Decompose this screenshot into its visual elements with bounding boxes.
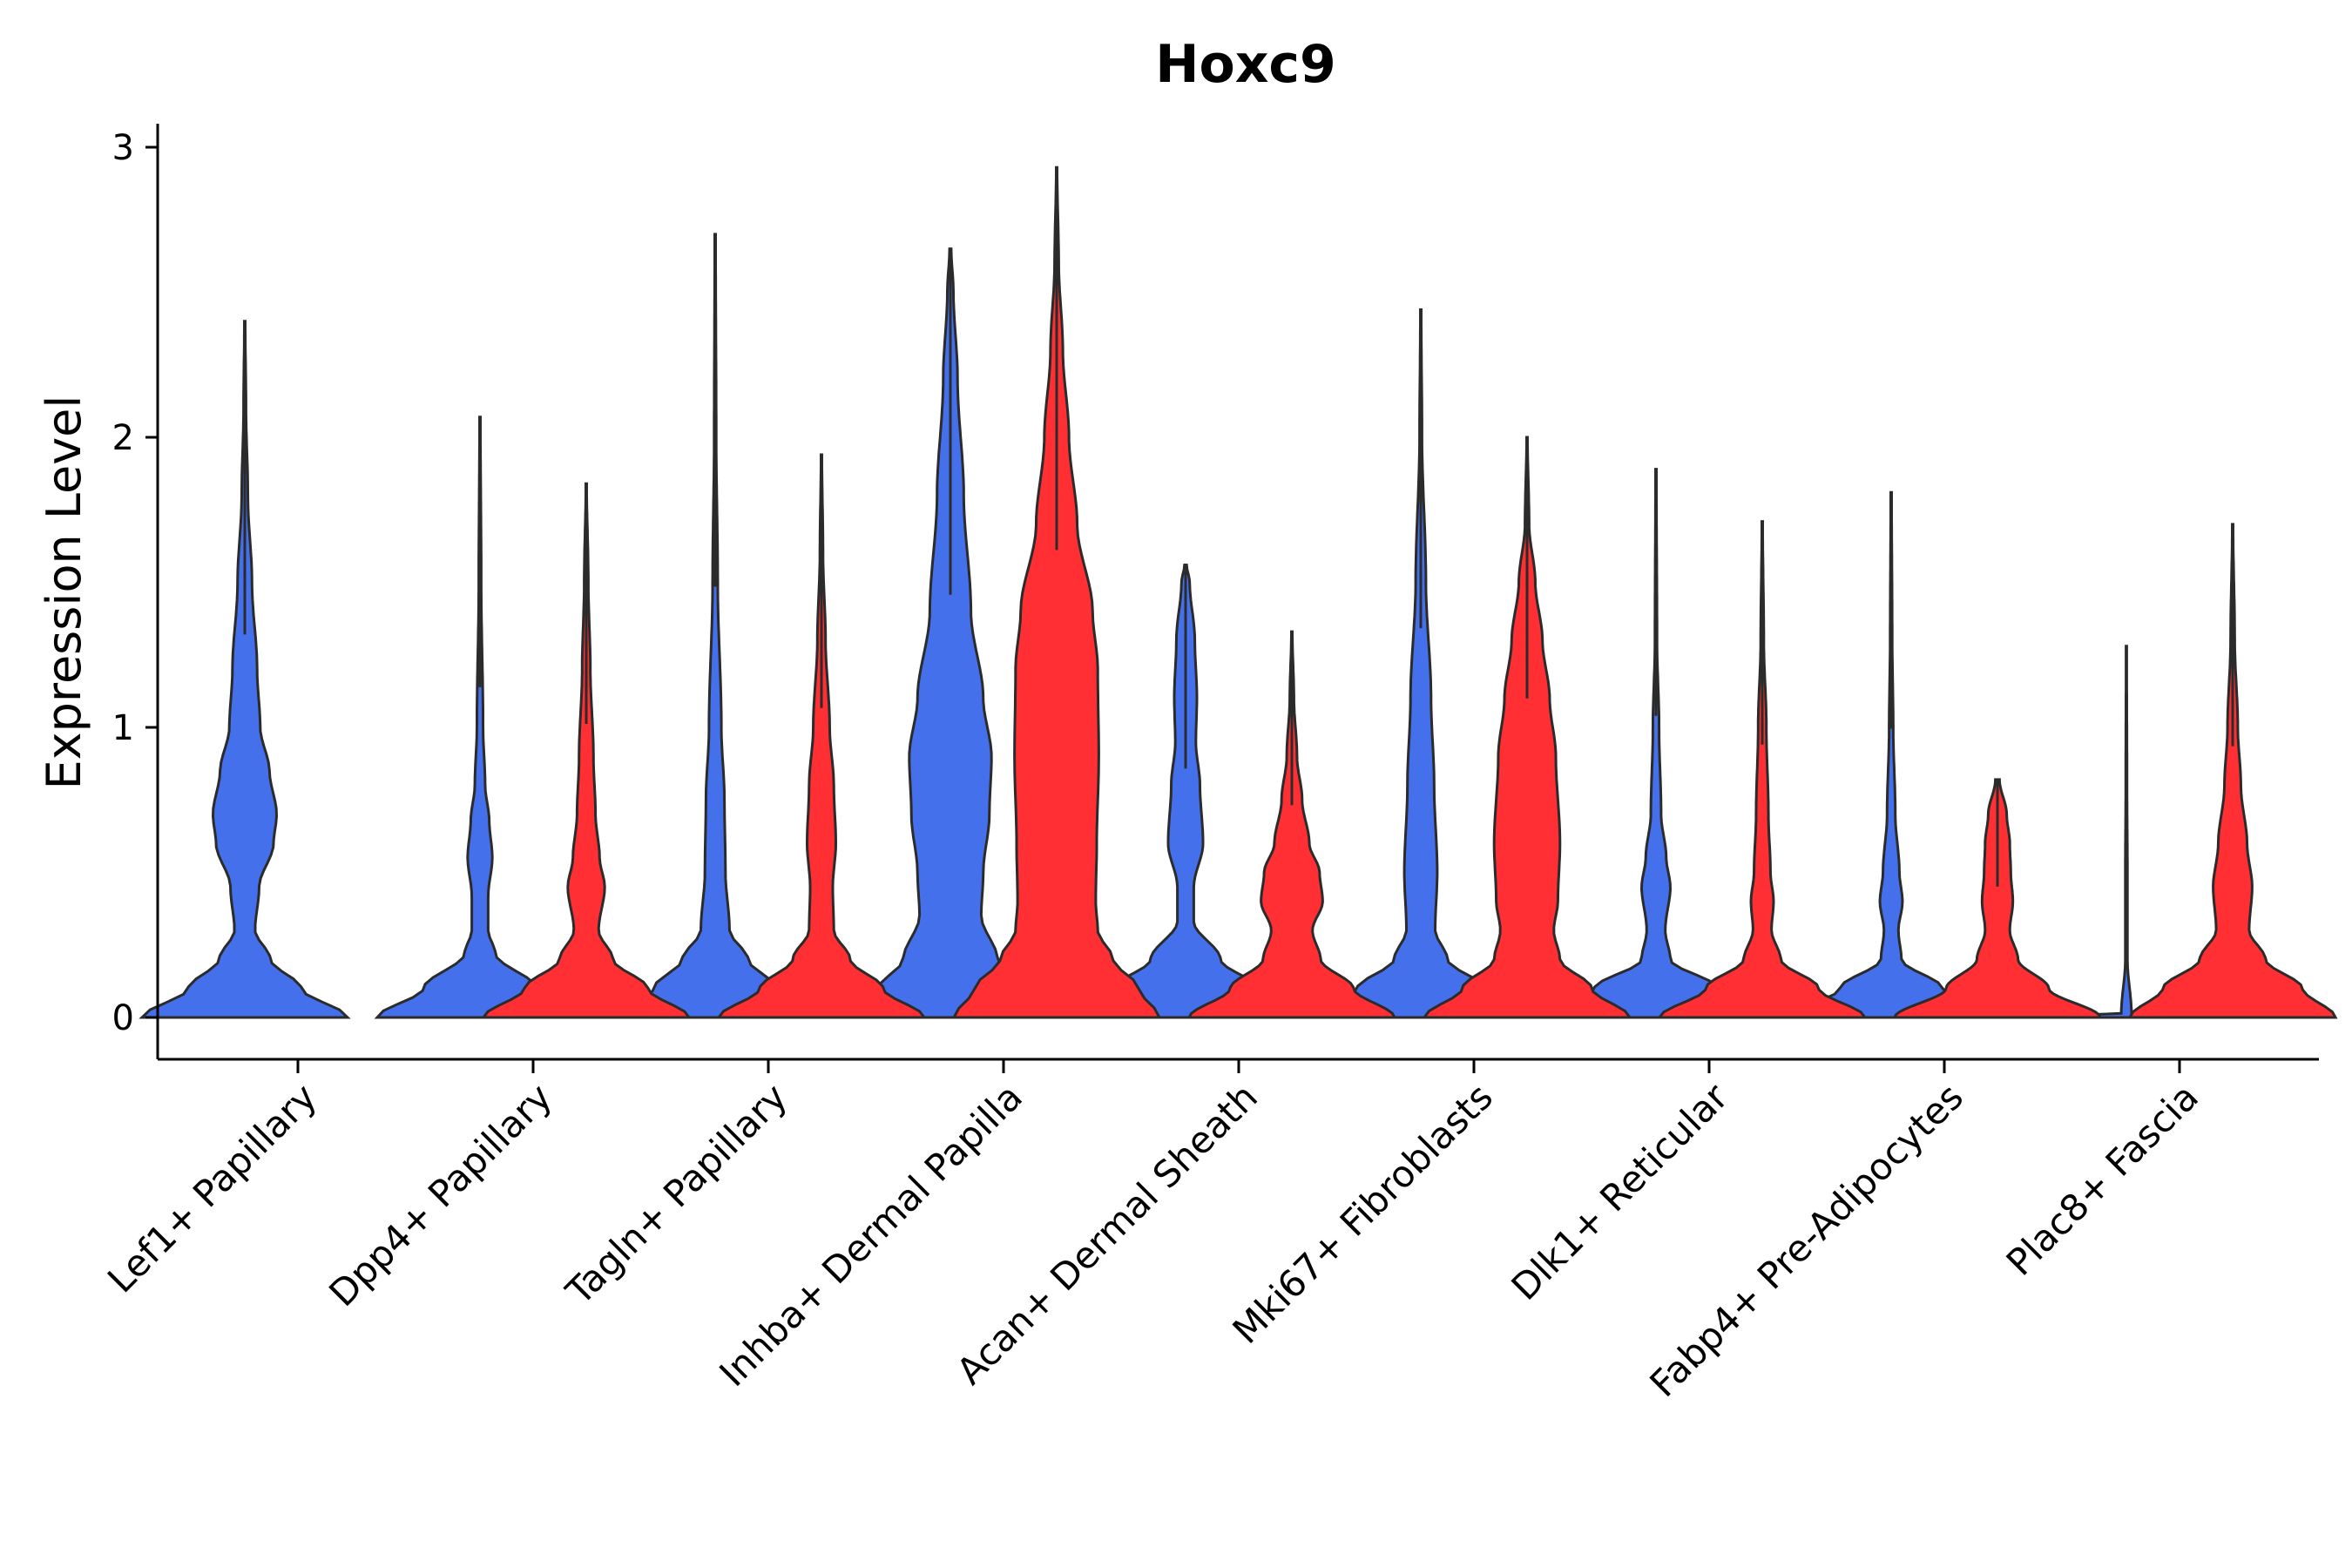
violin-1-3 xyxy=(844,247,1057,1019)
violin-2-5 xyxy=(1422,436,1632,1019)
violin-2-1 xyxy=(481,482,692,1019)
y-tick-label: 3 xyxy=(112,128,134,168)
violin-1-1 xyxy=(374,416,586,1019)
violins-layer xyxy=(139,166,2338,1019)
violin-2-8 xyxy=(2127,523,2338,1019)
violin-2-7 xyxy=(1892,778,2103,1019)
violin-1-7 xyxy=(1785,490,1997,1019)
x-tick-label: Plac8+ Fascia xyxy=(1998,1075,2207,1283)
y-ticks: 0 1 2 3 xyxy=(112,128,158,1038)
y-tick-label: 2 xyxy=(112,418,134,458)
x-tick-label: Dlk1+ Reticular xyxy=(1504,1075,1737,1308)
violin-1-8 xyxy=(2023,645,2230,1019)
violin-1-4 xyxy=(1080,564,1291,1019)
chart-title: Hoxc9 xyxy=(1155,34,1335,95)
x-tick-label: Mki67+ Fibroblasts xyxy=(1225,1075,1501,1351)
x-tick-label: Dpp4+ Papillary xyxy=(321,1075,560,1315)
y-tick-label: 0 xyxy=(112,998,134,1038)
violin-1-2 xyxy=(609,233,821,1019)
y-axis-label: Expression Level xyxy=(37,395,91,790)
y-tick-label: 1 xyxy=(112,708,134,748)
violin-1-6 xyxy=(1550,468,1762,1019)
x-tick-label: Lef1+ Papillary xyxy=(99,1075,325,1301)
violin-1-0 xyxy=(139,320,351,1019)
violin-body xyxy=(1892,778,2103,1019)
violin-2-4 xyxy=(1186,630,1397,1019)
violin-2-2 xyxy=(715,453,928,1019)
violin-2-6 xyxy=(1656,520,1869,1019)
x-tick-label: Tagln+ Papillary xyxy=(558,1075,795,1313)
violin-2-3 xyxy=(951,166,1162,1019)
violin-1-5 xyxy=(1315,308,1527,1019)
